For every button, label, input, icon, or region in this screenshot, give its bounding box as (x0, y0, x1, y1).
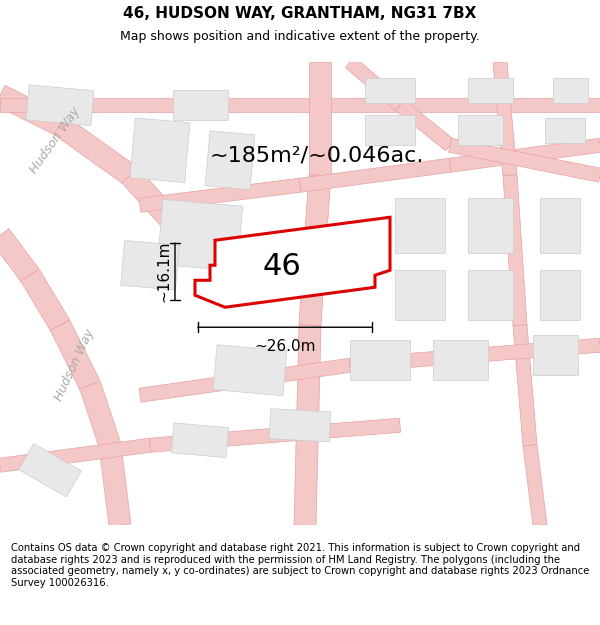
Polygon shape (523, 444, 547, 526)
Polygon shape (309, 62, 331, 175)
Polygon shape (149, 418, 401, 452)
Polygon shape (205, 131, 255, 189)
Polygon shape (19, 444, 82, 497)
Polygon shape (395, 198, 445, 252)
Polygon shape (449, 138, 600, 182)
Text: ~185m²/~0.046ac.: ~185m²/~0.046ac. (210, 145, 424, 165)
Polygon shape (121, 241, 179, 290)
Text: Hudson Way: Hudson Way (28, 104, 83, 176)
Polygon shape (467, 198, 512, 252)
Polygon shape (299, 244, 326, 326)
Polygon shape (195, 217, 390, 308)
Polygon shape (449, 138, 600, 172)
Polygon shape (0, 229, 39, 282)
Polygon shape (513, 324, 537, 446)
Polygon shape (139, 178, 301, 212)
Polygon shape (20, 269, 70, 331)
Polygon shape (294, 325, 321, 526)
Polygon shape (122, 168, 183, 232)
Polygon shape (540, 198, 580, 252)
Polygon shape (467, 270, 512, 320)
Polygon shape (213, 345, 287, 396)
Polygon shape (533, 335, 577, 375)
Text: Hudson Way: Hudson Way (53, 328, 97, 403)
Polygon shape (139, 358, 351, 402)
Polygon shape (503, 175, 527, 326)
Polygon shape (350, 340, 410, 380)
Polygon shape (299, 158, 451, 192)
Polygon shape (349, 338, 600, 372)
Text: 46: 46 (263, 252, 302, 281)
Polygon shape (173, 90, 227, 120)
Polygon shape (269, 409, 331, 442)
Polygon shape (365, 115, 415, 145)
Text: ~16.1m: ~16.1m (156, 241, 171, 302)
Polygon shape (26, 85, 94, 126)
Polygon shape (346, 57, 404, 111)
Text: ~26.0m: ~26.0m (254, 339, 316, 354)
Polygon shape (157, 199, 242, 271)
Polygon shape (130, 118, 190, 182)
Polygon shape (458, 115, 503, 145)
Polygon shape (50, 321, 100, 390)
Text: 46, HUDSON WAY, GRANTHAM, NG31 7BX: 46, HUDSON WAY, GRANTHAM, NG31 7BX (124, 6, 476, 21)
Polygon shape (540, 270, 580, 320)
Polygon shape (99, 444, 131, 527)
Polygon shape (553, 78, 587, 102)
Text: Map shows position and indicative extent of the property.: Map shows position and indicative extent… (120, 30, 480, 43)
Polygon shape (0, 438, 151, 472)
Polygon shape (304, 174, 331, 246)
Polygon shape (171, 423, 229, 458)
Polygon shape (395, 100, 454, 151)
Polygon shape (365, 78, 415, 102)
Polygon shape (493, 62, 517, 176)
Polygon shape (433, 340, 487, 380)
Polygon shape (53, 116, 136, 184)
Polygon shape (395, 270, 445, 320)
Polygon shape (467, 78, 512, 102)
Text: Contains OS data © Crown copyright and database right 2021. This information is : Contains OS data © Crown copyright and d… (11, 543, 589, 588)
Polygon shape (0, 86, 65, 135)
Polygon shape (80, 382, 121, 449)
Polygon shape (545, 118, 585, 142)
Polygon shape (0, 98, 600, 112)
